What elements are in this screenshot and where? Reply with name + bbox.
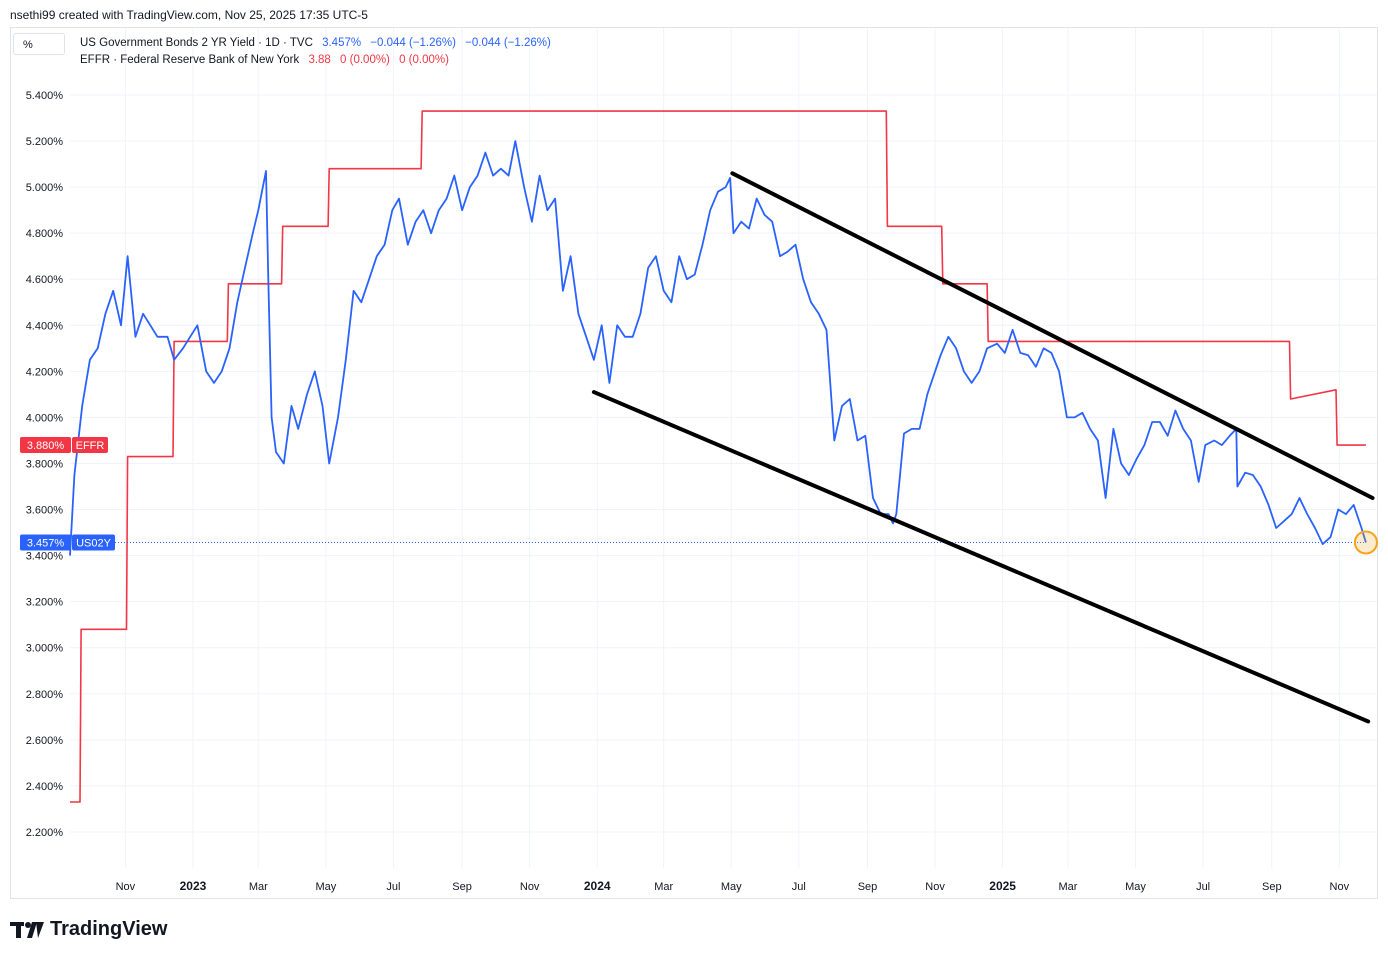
- legend-effr-last: 3.88: [308, 54, 331, 66]
- y-tick-label: 2.200%: [26, 827, 64, 839]
- y-tick-label: 3.600%: [26, 505, 64, 517]
- y-tick-label: 4.000%: [26, 412, 64, 424]
- legend-effr[interactable]: EFFR · Federal Reserve Bank of New York …: [80, 52, 551, 69]
- x-tick-label: Sep: [858, 881, 878, 893]
- tradingview-logo-icon: [10, 921, 44, 938]
- y-tick-label: 2.600%: [26, 735, 64, 747]
- x-tick-label: Mar: [1058, 881, 1077, 893]
- x-tick-label: Sep: [452, 881, 472, 893]
- y-tick-label: 3.000%: [26, 643, 64, 655]
- legend-us02y-last: 3.457%: [322, 37, 362, 49]
- footer-logo[interactable]: TradingView: [10, 918, 167, 941]
- legend-us02y-change: −0.044 (−1.26%): [370, 37, 456, 49]
- lower-channel-line[interactable]: [591, 390, 1371, 724]
- legend-effr-name: EFFR · Federal Reserve Bank of New York: [80, 54, 300, 66]
- x-tick-label: Jul: [386, 881, 400, 893]
- legend-effr-change2: 0 (0.00%): [399, 54, 449, 66]
- x-tick-label: Sep: [1262, 881, 1282, 893]
- x-tick-label: Mar: [654, 881, 673, 893]
- price-badge-effr: 3.880% EFFR: [20, 437, 108, 454]
- y-tick-label: 4.400%: [26, 320, 64, 332]
- footer-brand: TradingView: [50, 918, 168, 940]
- last-price-marker[interactable]: [1353, 530, 1378, 555]
- legend-us02y-name: US Government Bonds 2 YR Yield · 1D · TV…: [80, 37, 313, 49]
- chart-frame: [10, 27, 1378, 899]
- price-badge-name: US02Y: [76, 537, 112, 549]
- series-line-us02y: [69, 140, 1367, 556]
- y-tick-label: 5.200%: [26, 136, 64, 148]
- y-tick-label: 3.400%: [26, 551, 64, 563]
- series-layer: [69, 110, 1367, 803]
- legend: US Government Bonds 2 YR Yield · 1D · TV…: [80, 35, 551, 69]
- x-tick-label: Jul: [1196, 881, 1210, 893]
- y-tick-label: 3.800%: [26, 458, 64, 470]
- price-badge-name-bg: [72, 534, 115, 551]
- price-badge-name-bg: [72, 437, 108, 454]
- x-tick-label: Nov: [925, 881, 945, 893]
- x-tick-label: Nov: [1330, 881, 1350, 893]
- price-badge-value-bg: [20, 534, 71, 551]
- y-tick-label: 4.200%: [26, 366, 64, 378]
- price-badge-value: 3.457%: [27, 537, 65, 549]
- grid: [70, 28, 1377, 868]
- y-tick-label: 3.200%: [26, 597, 64, 609]
- upper-channel-line[interactable]: [730, 171, 1375, 501]
- y-tick-label: 4.600%: [26, 274, 64, 286]
- legend-us02y[interactable]: US Government Bonds 2 YR Yield · 1D · TV…: [80, 35, 551, 52]
- price-badge-value-bg: [20, 437, 71, 454]
- price-badge-name: EFFR: [76, 440, 105, 452]
- price-badge-us02y: 3.457% US02Y: [20, 534, 115, 551]
- x-tick-label: Nov: [116, 881, 136, 893]
- x-tick-label: Nov: [520, 881, 540, 893]
- y-tick-label: 5.000%: [26, 182, 64, 194]
- series-line-effr: [70, 110, 1366, 803]
- x-tick-label: Jul: [792, 881, 806, 893]
- x-tick-label: 2023: [180, 879, 207, 893]
- legend-effr-change: 0 (0.00%): [340, 54, 390, 66]
- axes: 5.400% 5.200% 5.000% 4.800% 4.600% 4.400% 4.20…: [26, 90, 1350, 893]
- x-tick-label: 2024: [584, 879, 611, 893]
- legend-us02y-change2: −0.044 (−1.26%): [465, 37, 551, 49]
- x-tick-label: 2025: [989, 879, 1016, 893]
- x-tick-label: May: [315, 881, 336, 893]
- y-tick-label: 2.800%: [26, 689, 64, 701]
- y-tick-label: 2.400%: [26, 781, 64, 793]
- x-tick-label: Mar: [249, 881, 268, 893]
- attribution: nsethi99 created with TradingView.com, N…: [10, 8, 368, 22]
- trendlines[interactable]: [591, 171, 1378, 724]
- scale-unit-button[interactable]: %: [13, 33, 65, 55]
- y-tick-label: 4.800%: [26, 228, 64, 240]
- y-tick-label: 5.400%: [26, 90, 64, 102]
- price-badge-value: 3.880%: [27, 440, 65, 452]
- price-labels: 3.880% EFFR 3.457% US02Y: [20, 437, 115, 551]
- x-tick-label: May: [1125, 881, 1146, 893]
- x-tick-label: May: [721, 881, 742, 893]
